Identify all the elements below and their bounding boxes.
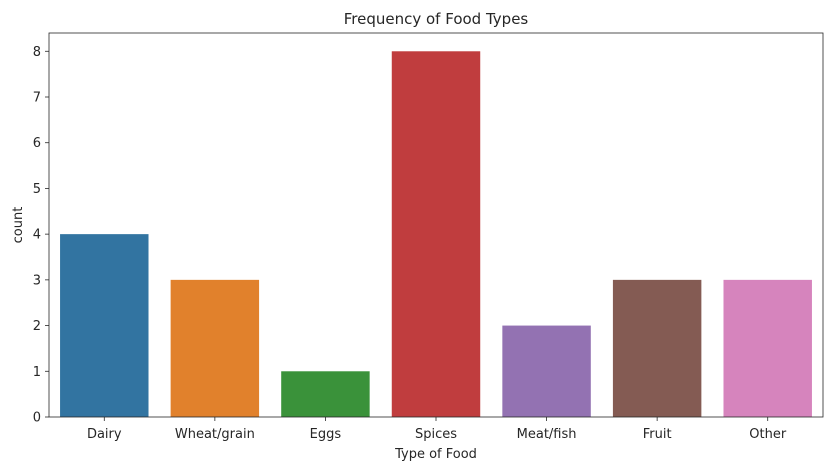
y-tick-label: 8 xyxy=(33,45,41,60)
y-tick-label: 6 xyxy=(33,136,41,151)
x-axis-title: Type of Food xyxy=(394,447,477,462)
chart-title: Frequency of Food Types xyxy=(344,10,529,28)
y-axis: 0 1 2 3 4 5 6 7 8 xyxy=(33,45,49,426)
plot-frame xyxy=(48,32,824,418)
bar-wheat-grain xyxy=(170,279,260,417)
bar-fruit xyxy=(612,279,702,417)
bar-other xyxy=(723,279,812,417)
y-axis-title: count xyxy=(11,207,26,244)
bar-meat-fish xyxy=(502,325,591,417)
x-tick-label: Fruit xyxy=(643,427,672,442)
x-tick-label: Meat/fish xyxy=(517,427,577,442)
y-tick-label: 7 xyxy=(33,91,41,106)
x-tick-label: Dairy xyxy=(87,427,122,442)
bar-eggs xyxy=(281,371,370,417)
x-axis: Dairy Wheat/grain Eggs Spices Meat/fish Fruit… xyxy=(87,417,787,442)
x-tick-label: Eggs xyxy=(310,427,342,442)
y-tick-label: 3 xyxy=(33,273,41,288)
y-tick-label: 4 xyxy=(33,228,41,243)
bar-dairy xyxy=(60,234,149,417)
bar-spices xyxy=(391,51,481,418)
bars-group xyxy=(60,51,812,418)
x-tick-label: Wheat/grain xyxy=(175,427,255,442)
x-tick-label: Spices xyxy=(415,427,457,442)
y-tick-label: 2 xyxy=(33,319,41,334)
y-tick-label: 0 xyxy=(33,411,41,426)
y-tick-label: 5 xyxy=(33,182,41,197)
y-tick-label: 1 xyxy=(33,365,41,380)
x-tick-label: Other xyxy=(749,427,787,442)
